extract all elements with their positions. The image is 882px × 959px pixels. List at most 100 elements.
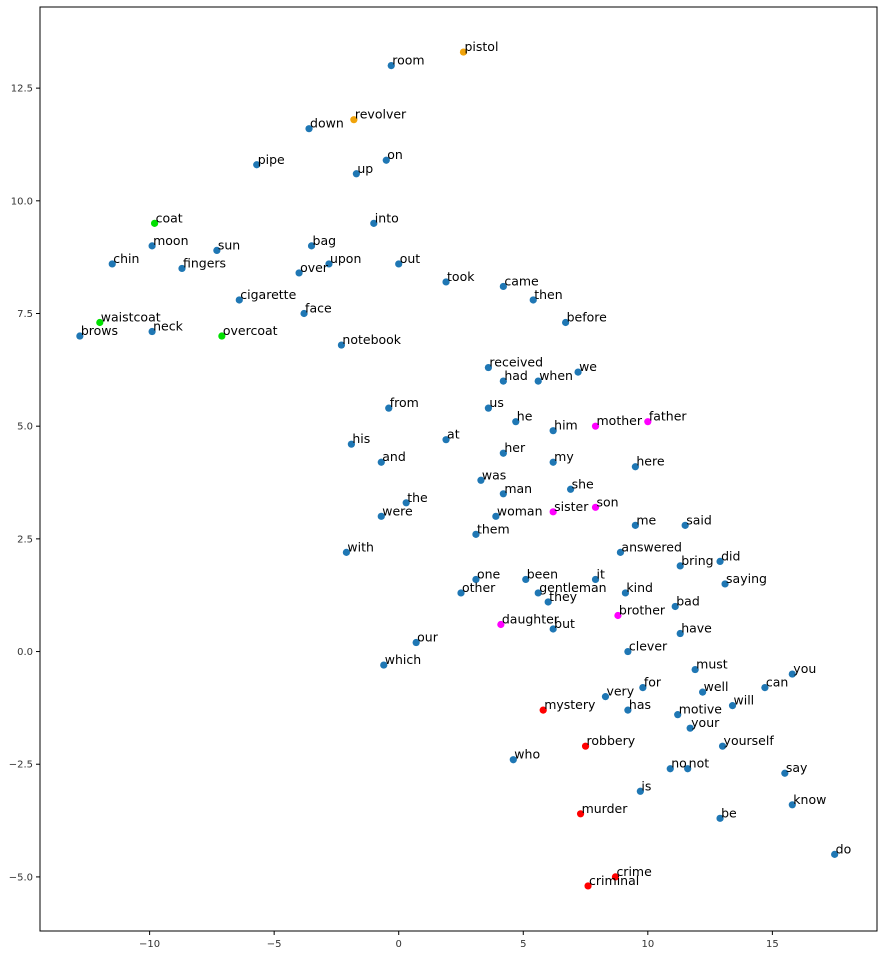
data-point [395,260,403,268]
data-point [631,521,639,529]
data-point [499,490,507,498]
data-point [718,742,727,750]
point-label: robbery [587,733,636,748]
point-label: when [539,368,573,383]
y-tick-label: 2.5 [17,534,33,545]
point-label: gentleman [539,580,606,595]
data-point [671,602,679,611]
data-point [699,688,707,696]
point-label: down [310,116,344,131]
x-tick-label: 15 [766,939,779,950]
point-label: we [579,359,597,374]
data-point [512,418,520,426]
point-label: criminal [589,873,639,888]
point-label: must [696,657,728,672]
point-label: into [375,210,399,225]
data-point [676,562,684,570]
point-label: bad [676,593,700,608]
data-point [499,449,507,457]
data-point [611,873,620,881]
data-point [781,769,789,777]
data-point [674,711,682,719]
data-point [591,503,600,511]
data-point [295,269,303,277]
point-label: can [766,675,788,690]
data-point [178,264,186,273]
point-label: here [636,454,664,469]
y-tick-label: 5.0 [17,422,33,433]
point-label: came [504,273,539,288]
data-point [402,499,410,507]
point-label: upon [330,251,361,266]
data-point [534,377,542,385]
point-label: say [786,760,808,775]
point-label: did [721,548,740,563]
x-tick-label: 10 [641,939,654,950]
data-point [549,625,557,633]
data-point [522,575,530,584]
point-label: them [477,521,510,536]
point-label: us [489,395,503,410]
data-point [574,368,582,376]
point-label: for [644,675,662,690]
data-point [457,589,465,597]
data-point [639,684,647,692]
y-tick-label: −2.5 [9,760,33,771]
point-label: woman [497,503,543,518]
data-point [666,765,674,773]
point-label: was [482,467,506,482]
point-label: clever [629,639,668,654]
point-label: me [636,512,656,527]
data-point [382,156,390,164]
point-label: answered [621,539,682,554]
data-point [342,548,351,556]
data-point [484,363,492,372]
point-label: out [400,251,421,266]
y-tick-label: −5.0 [9,872,33,883]
data-point [788,670,796,678]
data-point [691,665,699,674]
point-label: then [534,287,562,302]
data-point [529,296,537,304]
point-label: her [504,440,526,455]
point-label: coat [156,210,183,225]
data-point [636,787,644,795]
point-label: has [629,697,651,712]
data-point [728,702,737,710]
data-point [492,512,500,520]
data-point [325,260,333,268]
point-label: saying [726,571,767,586]
point-label: fingers [183,255,226,270]
y-tick-label: 0.0 [17,647,33,658]
point-label: bag [313,233,337,248]
data-point [788,801,796,809]
point-label: other [462,580,496,595]
point-label: at [447,427,460,442]
point-label: received [489,355,543,370]
point-label: father [649,409,688,424]
point-label: his [352,431,370,446]
data-point [686,724,694,732]
data-point [472,530,480,538]
data-point [96,318,104,327]
data-point [108,260,116,268]
point-label: had [504,368,528,383]
point-label: and [382,449,406,464]
data-point [385,404,393,412]
data-point [300,309,308,318]
point-label: from [390,395,419,410]
point-label: sun [218,237,240,252]
point-label: know [793,792,826,807]
data-point [377,512,385,520]
point-label: your [691,715,720,730]
point-label: my [554,449,574,464]
point-label: over [300,260,329,275]
point-label: he [517,409,533,424]
point-label: they [549,589,578,604]
data-point [601,693,610,701]
point-label: were [382,503,413,518]
data-point [831,850,839,858]
data-point [549,508,557,516]
point-label: cigarette [240,287,296,302]
